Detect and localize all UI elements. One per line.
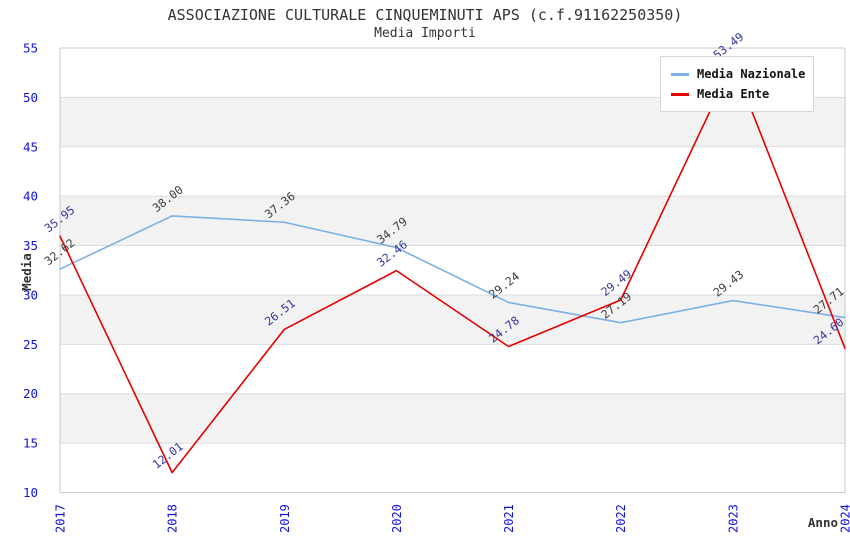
y-tick-label: 25 [23,337,38,352]
legend: Media Nazionale Media Ente [660,56,814,112]
chart-title: ASSOCIAZIONE CULTURALE CINQUEMINUTI APS … [167,6,683,24]
plot-area: 10 15 20 25 30 35 40 45 50 55 2017 2018 2019 2020 2021… [23,30,850,533]
x-tick-label: 2017 [54,504,68,533]
y-tick-label: 35 [23,238,38,253]
y-tick-label: 15 [23,436,38,451]
legend-label-media-ente: Media Ente [697,87,770,101]
x-tick-label: 2021 [502,504,516,533]
y-tick-label: 50 [23,90,38,105]
y-tick-label: 55 [23,41,38,56]
y-grid-band [60,294,845,345]
x-tick-label: 2019 [278,504,292,533]
legend-item-media-ente: Media Ente [671,84,803,104]
legend-item-media-nazionale: Media Nazionale [671,64,806,84]
y-tick-label: 10 [23,485,38,500]
chart-subtitle: Media Importi [374,26,476,41]
y-tick-label: 20 [23,386,38,401]
y-tick-label: 40 [23,189,38,204]
media-nazionale-line-swatch [671,72,689,76]
y-tick-label: 45 [23,139,38,154]
x-tick-label: 2018 [166,504,180,533]
y-grid-band [60,393,845,444]
series-line-media-nazionale [59,215,846,324]
x-tick-label: 2020 [390,504,404,533]
y-grid-band [60,196,845,246]
data-label-media-ente: 12.01 [150,439,186,471]
legend-label-media-nazionale: Media Nazionale [697,67,806,81]
x-tick-label: 2022 [614,504,628,533]
media-ente-line-swatch [671,92,689,96]
x-tick-label: 2023 [726,504,740,533]
y-tick-label: 30 [23,287,38,302]
x-axis-title: Anno [808,515,838,530]
x-tick-label: 2024 [839,504,850,533]
y-axis-title: Media [19,253,34,291]
